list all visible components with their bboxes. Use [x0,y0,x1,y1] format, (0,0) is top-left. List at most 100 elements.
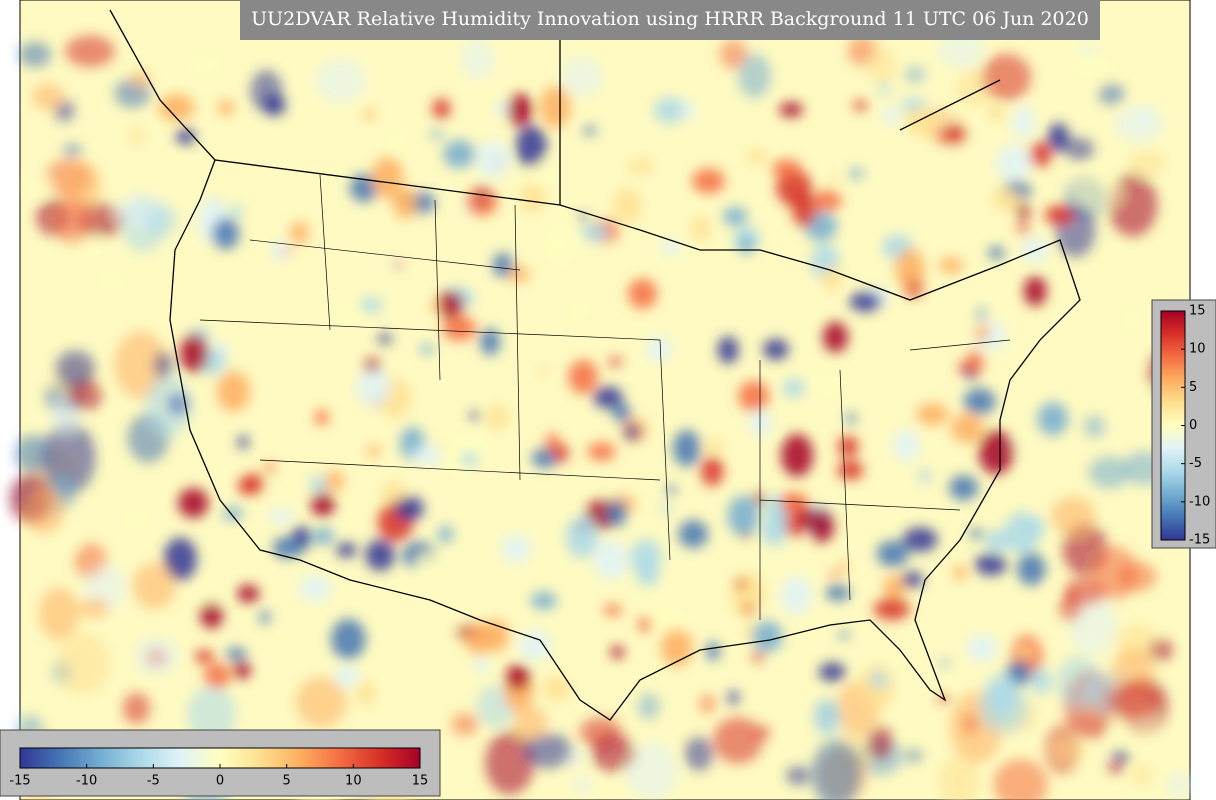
humidity-blob [624,425,641,440]
humidity-blob [761,517,787,546]
humidity-blob [487,404,509,431]
colorbar-tick-label: 5 [1189,380,1197,395]
humidity-blob [984,674,1019,713]
humidity-blob [265,462,276,474]
humidity-blob [628,278,658,309]
humidity-blob [42,421,96,495]
humidity-blob [469,412,481,420]
humidity-blob [430,300,445,310]
humidity-blob [480,328,501,356]
humidity-blob [719,39,748,69]
humidity-blob [212,217,240,250]
humidity-blob [893,429,921,462]
humidity-blob [1004,511,1040,555]
humidity-blob [916,403,949,426]
humidity-blob [1071,173,1121,210]
colorbar-tick-label: -5 [1189,456,1202,471]
humidity-blob [263,94,286,117]
humidity-blob [438,525,453,543]
humidity-blob [876,540,909,567]
colorbar-tick-label: -10 [1189,494,1210,509]
humidity-blob [612,403,632,423]
humidity-blob [119,508,152,531]
humidity-blob [187,686,236,744]
humidity-blob [628,158,654,174]
humidity-blob [996,145,1032,181]
colorbar-tick-label: -15 [1189,533,1210,548]
humidity-blob [638,693,660,720]
humidity-blob [1016,203,1030,220]
colorbar-tick-label: 5 [283,774,291,789]
humidity-blob [387,130,407,154]
humidity-blob [713,717,763,764]
humidity-blob [523,733,573,769]
humidity-blob [507,93,533,127]
humidity-blob [974,553,1007,576]
humidity-blob [667,484,676,496]
humidity-blob [895,248,925,288]
humidity-blob [78,597,110,619]
humidity-blob [1107,761,1125,774]
humidity-blob [837,460,864,480]
humidity-blob [324,471,345,491]
humidity-blob [309,476,328,493]
humidity-blob [475,140,511,178]
humidity-blob [1091,546,1138,600]
humidity-blob [829,571,840,579]
humidity-blob [461,39,494,79]
humidity-blob [200,601,223,629]
humidity-blob [531,448,559,468]
humidity-blob [508,425,520,440]
humidity-blob [153,351,173,379]
boundaries [109,9,1081,721]
humidity-blob [15,434,52,474]
humidity-blob [638,617,652,633]
state-lines [199,174,1011,620]
humidity-blob [169,160,180,169]
humidity-blob [512,705,548,741]
humidity-blob [779,492,809,512]
humidity-blob [988,105,1005,121]
humidity-blob [698,694,717,714]
humidity-blob [1050,496,1096,536]
humidity-blob [771,159,802,178]
humidity-blob [530,591,557,610]
humidity-blob [237,435,249,449]
humidity-blob [545,433,560,451]
humidity-blob [653,607,689,634]
humidity-blob [24,174,55,197]
humidity-blob [746,149,768,165]
humidity-blob [520,182,546,213]
humidity-blob [727,690,739,705]
humidity-blob [1083,415,1105,438]
humidity-blob [573,777,593,794]
colorbar-tick-label: -5 [147,774,160,789]
humidity-blob [783,378,806,398]
humidity-blob [1067,51,1118,85]
humidity-blob [176,128,196,145]
humidity-blob [902,527,938,552]
humidity-blob [684,736,713,771]
humidity-blob [1111,749,1131,764]
humidity-blob [132,562,176,609]
humidity-blob [734,579,748,589]
humidity-blob [356,369,391,407]
humidity-blob [706,641,720,661]
humidity-blob [610,645,624,659]
humidity-blob [992,188,1022,211]
humidity-blob [738,53,771,99]
humidity-blob [259,610,270,624]
humidity-blob [825,585,851,601]
humidity-blob [1149,638,1173,662]
humidity-blob [800,508,814,526]
humidity-blob [752,651,764,662]
humidity-blob [883,574,906,601]
humidity-blob [703,439,725,453]
humidity-blob [135,637,179,675]
humidity-blob [738,380,770,412]
colorbar-tick-label: 10 [345,774,362,789]
humidity-blob [545,223,577,266]
humidity-blob [984,529,1010,554]
humidity-blob [460,451,478,467]
humidity-blob [950,413,984,444]
